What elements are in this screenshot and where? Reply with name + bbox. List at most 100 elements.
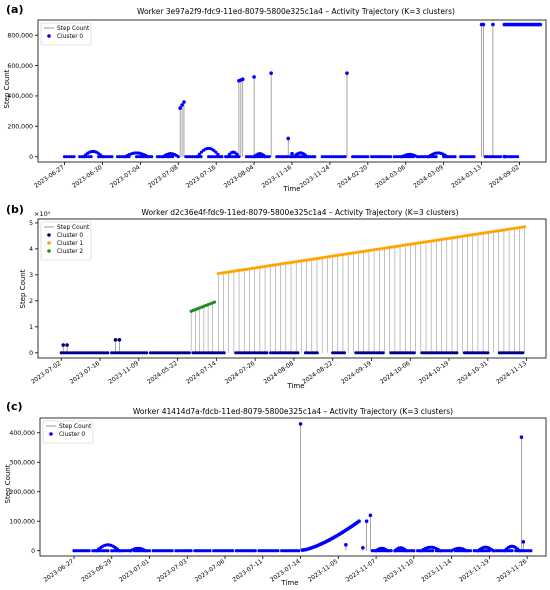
cluster-0-point — [415, 155, 419, 159]
cluster-0-point — [298, 422, 303, 426]
cluster-points — [72, 422, 533, 553]
cluster-0-point — [180, 103, 184, 107]
cluster-0-point — [89, 155, 93, 159]
cluster-0-point — [106, 549, 110, 553]
legend-entry: Cluster 0 — [59, 432, 85, 438]
cluster-0-point — [341, 155, 345, 159]
cluster-0-point — [491, 549, 495, 553]
cluster-0-point — [336, 155, 340, 159]
cluster-0-point — [195, 351, 200, 355]
cluster-1-point — [240, 268, 244, 272]
cluster-0-point — [463, 155, 467, 159]
cluster-0-point — [103, 351, 108, 355]
cluster-1-point — [364, 249, 368, 253]
cluster-1-point — [424, 240, 428, 244]
cluster-1-point — [471, 233, 475, 237]
cluster-1-point — [380, 246, 384, 251]
cluster-1-point — [393, 245, 397, 249]
cluster-0-point — [72, 155, 76, 159]
cluster-1-point — [476, 232, 480, 236]
y-tick-label: 200,000 — [9, 489, 35, 496]
cluster-1-point — [367, 248, 371, 253]
cluster-1-point — [494, 229, 498, 233]
x-tick-label: 2023-11-24 — [298, 164, 331, 190]
step-count-line — [73, 423, 531, 552]
cluster-1-point — [463, 234, 467, 238]
cluster-0-point — [199, 155, 203, 159]
cluster-0-point — [287, 351, 291, 355]
cluster-0-point — [404, 549, 408, 553]
cluster-0-point — [202, 351, 206, 355]
cluster-1-point — [372, 248, 376, 252]
cluster-1-point — [359, 250, 363, 254]
cluster-0-point — [296, 351, 300, 355]
cluster-1-point — [315, 256, 319, 261]
cluster-0-point — [116, 155, 120, 159]
cluster-0-point — [81, 351, 86, 355]
cluster-0-point — [249, 351, 253, 355]
cluster-1-point — [292, 260, 296, 264]
cluster-1-point — [429, 239, 433, 243]
legend: Step Count Cluster 0 Cluster 1 Cluster 2 — [40, 221, 92, 261]
cluster-0-point — [68, 351, 72, 355]
cluster-0-point — [509, 155, 513, 159]
cluster-0-point — [513, 155, 517, 159]
x-tick-label: 2023-11-19 — [458, 558, 491, 584]
cluster-0-point — [211, 351, 215, 355]
cluster-0-point — [486, 351, 490, 355]
cluster-1-point — [317, 256, 322, 260]
cluster-0-point — [313, 155, 317, 159]
cluster-1-point — [250, 266, 254, 271]
cluster-0-point — [308, 351, 312, 355]
cluster-0-point — [271, 351, 275, 355]
cluster-0-point — [67, 155, 71, 159]
x-tick-label: 2023-11-07 — [345, 558, 378, 584]
panel-b: (b) Worker d2c36e4f-fdc9-11ed-8079-5800e… — [6, 203, 547, 390]
cluster-0-point — [502, 154, 507, 159]
cluster-1-point — [369, 248, 374, 252]
cluster-1-point — [450, 236, 454, 240]
cluster-0-point — [256, 351, 260, 355]
cluster-1-point — [271, 263, 275, 267]
cluster-0-point — [345, 71, 349, 75]
cluster-1-point — [232, 269, 236, 273]
legend-entry: Cluster 0 — [57, 233, 83, 239]
cluster-0-point — [329, 155, 334, 159]
cluster-0-point — [327, 155, 331, 159]
cluster-1-point — [333, 254, 337, 258]
cluster-0-point — [247, 155, 251, 159]
x-tick-label: 2023-07-01 — [118, 558, 151, 584]
cluster-0-point — [372, 351, 376, 355]
x-tick-label: 2024-10-19 — [418, 360, 451, 386]
cluster-1-point — [504, 227, 509, 232]
cluster-1-point — [510, 227, 514, 231]
cluster-1-point — [297, 259, 301, 263]
x-tick-label: 2023-07-11 — [231, 558, 264, 584]
cluster-0-point — [364, 519, 369, 524]
cluster-points — [62, 22, 543, 159]
y-axis-label: Step Count — [19, 269, 27, 308]
cluster-0-point — [354, 351, 358, 355]
cluster-0-point — [254, 351, 258, 355]
cluster-0-point — [273, 351, 277, 355]
cluster-0-point — [529, 549, 533, 553]
cluster-2-point — [212, 300, 217, 304]
cluster-1-point — [307, 258, 311, 262]
cluster-0-point — [511, 155, 515, 159]
cluster-0-point — [293, 351, 298, 355]
cluster-0-point — [313, 351, 317, 355]
cluster-0-point — [62, 155, 67, 159]
cluster-1-point — [299, 259, 303, 263]
cluster-1-point — [455, 235, 459, 239]
cluster-1-point — [507, 227, 511, 231]
cluster-1-point — [266, 264, 270, 268]
legend-box — [42, 420, 94, 444]
cluster-0-point — [291, 351, 295, 355]
cluster-0-point — [344, 542, 348, 547]
cluster-0-point — [64, 351, 68, 355]
legend: Step Count Cluster 0 — [40, 22, 92, 46]
legend-marker-swatch — [47, 233, 51, 237]
cluster-1-point — [336, 253, 340, 257]
cluster-0-point — [225, 155, 230, 159]
x-tick-label: 2023-11-14 — [420, 558, 453, 584]
